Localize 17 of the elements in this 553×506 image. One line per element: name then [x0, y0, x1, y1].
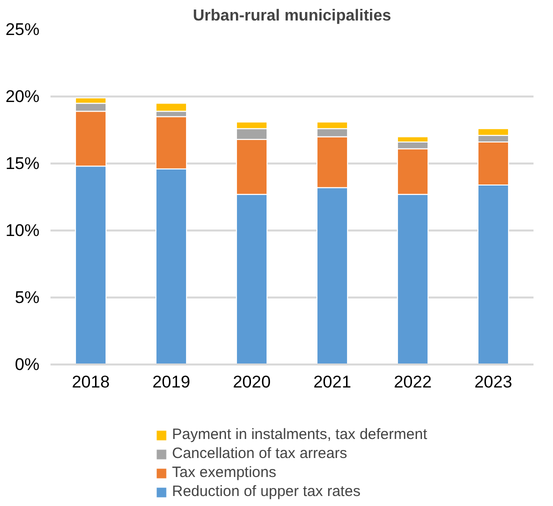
- chart-title: Urban-rural municipalities: [192, 8, 392, 24]
- legend-label: Tax exemptions: [172, 464, 276, 481]
- x-tick-label: 2019: [152, 372, 190, 392]
- x-tick-label: 2018: [72, 372, 110, 392]
- y-tick-label: 20%: [5, 87, 40, 106]
- y-tick-label: 0%: [14, 355, 40, 374]
- y-tick-label: 25%: [5, 20, 40, 39]
- y-tick-label: 5%: [14, 288, 40, 307]
- y-tick-label: 10%: [5, 221, 40, 240]
- x-tick-label: 2021: [313, 372, 352, 392]
- x-tick-label: 2020: [232, 372, 271, 392]
- legend-label: Payment in instalments, tax deferment: [172, 426, 428, 443]
- legend-label: Cancellation of tax arrears: [172, 445, 348, 462]
- legend-label: Reduction of upper tax rates: [172, 483, 360, 500]
- x-tick-label: 2023: [474, 372, 512, 392]
- x-tick-label: 2022: [394, 372, 432, 392]
- y-tick-label: 15%: [5, 154, 40, 173]
